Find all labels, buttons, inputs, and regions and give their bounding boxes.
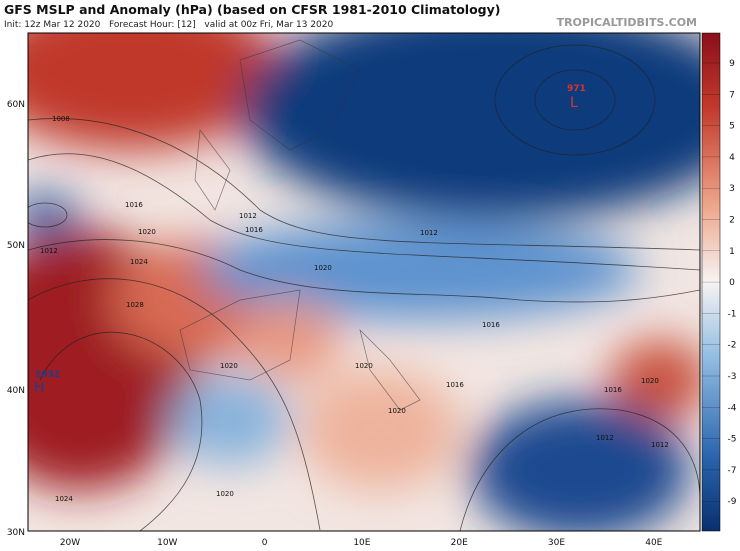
isobar-label: 1028	[126, 301, 144, 309]
longitude-label: 0	[262, 538, 268, 547]
title: GFS MSLP and Anomaly (hPa) (based on CFS…	[4, 2, 500, 17]
isobar	[39, 331, 203, 531]
latitude-label: 40N	[7, 386, 25, 396]
colorbar-label: 1	[729, 247, 735, 257]
watermark: TROPICALTIDBITS.COM	[557, 16, 697, 29]
isobar-label: 1020	[216, 490, 234, 498]
isobar	[459, 408, 700, 531]
isobar-label: 1008	[52, 115, 70, 123]
longitude-label: 10E	[353, 538, 370, 547]
isobar	[28, 153, 700, 271]
isobar-label: 1020	[220, 362, 238, 370]
colorbar-label: 2	[729, 216, 735, 226]
colorbar-label: -2	[728, 341, 737, 351]
isobar-label: 1024	[55, 495, 73, 503]
colorbar-label: -4	[728, 403, 737, 413]
isobar-label: 1020	[138, 228, 156, 236]
colorbar-label: 9	[729, 59, 735, 69]
isobar-label: 1012	[239, 212, 257, 220]
colorbar-label: 3	[729, 184, 735, 194]
isobar-label: 1024	[130, 258, 148, 266]
colorbar-label: 0	[729, 278, 735, 288]
latitude-label: 50N	[7, 241, 25, 251]
colorbar-label: -3	[728, 372, 737, 382]
longitude-label: 40E	[645, 538, 662, 547]
isobar	[28, 118, 700, 251]
isobar	[28, 202, 68, 228]
isobar-label: 1020	[388, 407, 406, 415]
colorbar-label: 5	[729, 122, 735, 132]
isobar-label: 1016	[245, 226, 263, 234]
colorbar-label: 4	[729, 153, 735, 163]
longitude-label: 30E	[548, 538, 565, 547]
isobar-label: 1012	[420, 229, 438, 237]
high-letter: H	[34, 380, 45, 396]
colorbar-label: -9	[728, 497, 737, 507]
isobar	[28, 278, 321, 531]
subtitle: Init: 12z Mar 12 2020 Forecast Hour: [12…	[4, 20, 334, 30]
isobar-label: 1016	[482, 321, 500, 329]
isobar-label: 1016	[125, 201, 143, 209]
isobar	[494, 44, 656, 156]
colorbar-label: -7	[728, 466, 737, 476]
longitude-label: 20W	[60, 538, 80, 547]
isobar-label: 1020	[314, 264, 332, 272]
longitude-label: 20E	[451, 538, 468, 547]
isobar	[28, 239, 700, 303]
latitude-label: 30N	[7, 528, 25, 538]
colorbar-label: -5	[728, 435, 737, 445]
high-value: 1032	[35, 370, 60, 380]
latitude-label: 60N	[7, 100, 25, 110]
coastline	[179, 39, 421, 411]
longitude-label: 10W	[157, 538, 177, 547]
isobar-label: 1020	[355, 362, 373, 370]
isobar-label: 1016	[604, 386, 622, 394]
isobar-label: 1016	[446, 381, 464, 389]
low-letter: L	[570, 95, 578, 111]
colorbar-label: 7	[729, 90, 735, 100]
low-value: 971	[567, 84, 586, 94]
isobar-label: 1020	[641, 377, 659, 385]
isobar-label: 1012	[596, 434, 614, 442]
isobar-label: 1012	[651, 441, 669, 449]
map-frame	[27, 32, 701, 532]
isobar	[534, 69, 616, 131]
colorbar-label: -1	[728, 309, 737, 319]
isobar-label: 1012	[40, 247, 58, 255]
